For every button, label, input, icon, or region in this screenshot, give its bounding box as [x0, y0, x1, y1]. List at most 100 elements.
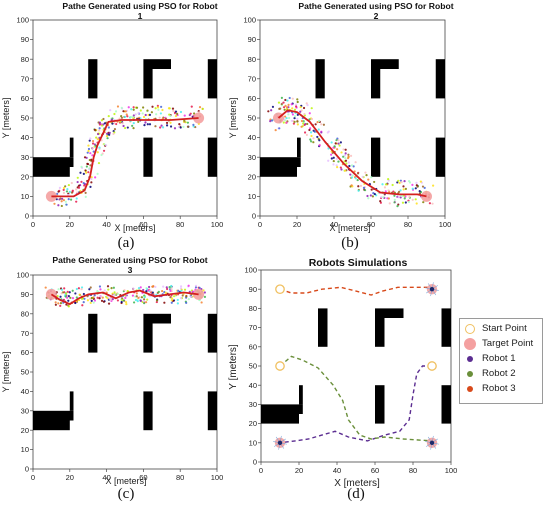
particle-point — [100, 153, 103, 157]
particle-point — [113, 122, 116, 125]
particle-point — [90, 299, 93, 302]
y-tick-label: 90 — [21, 290, 29, 299]
particle-point — [346, 157, 350, 160]
particle-point — [383, 186, 387, 189]
particle-point — [387, 197, 390, 200]
particle-point — [137, 111, 140, 115]
particle-point — [65, 292, 68, 295]
particle-point — [414, 198, 417, 201]
particle-point — [344, 152, 347, 155]
particle-point — [124, 110, 127, 113]
particle-point — [106, 137, 109, 140]
particle-point — [98, 123, 101, 126]
particle-point — [379, 200, 382, 203]
particle-point — [89, 286, 92, 289]
y-tick-label: 20 — [248, 172, 256, 181]
y-tick-label: 80 — [248, 55, 256, 64]
particle-point — [123, 115, 127, 119]
particle-point — [296, 123, 299, 126]
particle-point — [64, 200, 67, 203]
particle-point — [54, 303, 57, 306]
particle-point — [300, 125, 303, 128]
particle-point — [92, 150, 95, 153]
particle-point — [162, 285, 165, 288]
particle-point — [293, 117, 296, 120]
particle-point — [338, 144, 341, 147]
particle-point — [369, 194, 372, 197]
particle-point — [300, 119, 304, 123]
particle-point — [90, 177, 93, 181]
particle-point — [407, 180, 411, 183]
particle-point — [150, 111, 153, 114]
particle-point — [89, 164, 92, 167]
particle-point — [109, 109, 112, 112]
particle-point — [120, 106, 123, 109]
particle-point — [71, 189, 74, 192]
particle-point — [343, 154, 346, 157]
particle-point — [167, 107, 171, 110]
y-tick-label: 10 — [249, 438, 257, 447]
particle-point — [397, 196, 400, 199]
particle-point — [127, 106, 130, 109]
particle-point — [86, 162, 90, 166]
panel-a-plot: 0 20 40 60 80 100 0 10 20 30 40 50 60 70 80 90 100 — [16, 16, 223, 229]
panel-b-chart: 0 20 40 60 80 100 0 10 20 30 40 50 60 70 80 90 100 X [me… — [228, 16, 451, 233]
particle-point — [432, 184, 435, 187]
particle-point — [387, 177, 390, 181]
particle-point — [384, 190, 387, 193]
particle-point — [397, 190, 401, 193]
obstacle — [435, 137, 445, 177]
particle-point — [57, 190, 60, 193]
particle-point — [116, 292, 119, 296]
particle-point — [357, 185, 360, 188]
particle-point — [203, 295, 207, 298]
particle-point — [280, 96, 283, 99]
particle-point — [102, 117, 105, 121]
robot-3-trajectory — [279, 286, 432, 296]
particle-point — [111, 122, 114, 125]
panel-d-plot: 0 20 40 60 80 100 0 10 20 30 40 50 60 70 80 90 100 — [244, 266, 457, 475]
particle-point — [170, 299, 173, 302]
particle-point — [411, 183, 414, 186]
particle-point — [316, 121, 319, 124]
particle-point — [288, 116, 291, 120]
plot-frame — [259, 19, 446, 217]
particle-point — [65, 296, 69, 299]
particle-point — [306, 122, 309, 126]
particle-point — [179, 297, 183, 300]
particle-point — [318, 139, 321, 142]
particle-point — [190, 105, 193, 108]
start-point-marker — [275, 361, 285, 371]
particle-point — [96, 151, 99, 154]
panel-c-title: Pathe Generated using PSO for Robot 3 — [0, 255, 260, 275]
particle-point — [96, 132, 100, 136]
particle-point — [347, 161, 350, 164]
particle-point — [85, 171, 88, 174]
particle-point — [111, 292, 114, 295]
y-tick-label: 80 — [21, 309, 29, 318]
obstacle — [435, 59, 445, 99]
particle-point — [288, 96, 291, 100]
particle-point — [91, 154, 94, 157]
panel-a-title-line2: 1 — [137, 11, 143, 21]
particle-point — [400, 181, 403, 184]
particle-point — [112, 286, 115, 289]
particle-point — [302, 122, 305, 125]
particle-point — [98, 285, 102, 288]
particle-point — [91, 139, 95, 143]
y-tick-label: 40 — [249, 381, 257, 390]
particle-point — [160, 124, 163, 127]
particle-point — [89, 185, 92, 188]
particle-point — [182, 125, 185, 129]
particle-point — [58, 186, 62, 189]
obstacle — [261, 414, 299, 424]
particle-point — [403, 197, 406, 200]
obstacle — [143, 323, 153, 353]
x-tick-label: 0 — [31, 220, 35, 229]
particle-point — [105, 132, 109, 135]
y-tick-label: 20 — [21, 426, 29, 435]
particle-point — [54, 301, 57, 304]
particle-point — [291, 107, 294, 110]
particle-point — [293, 120, 296, 123]
